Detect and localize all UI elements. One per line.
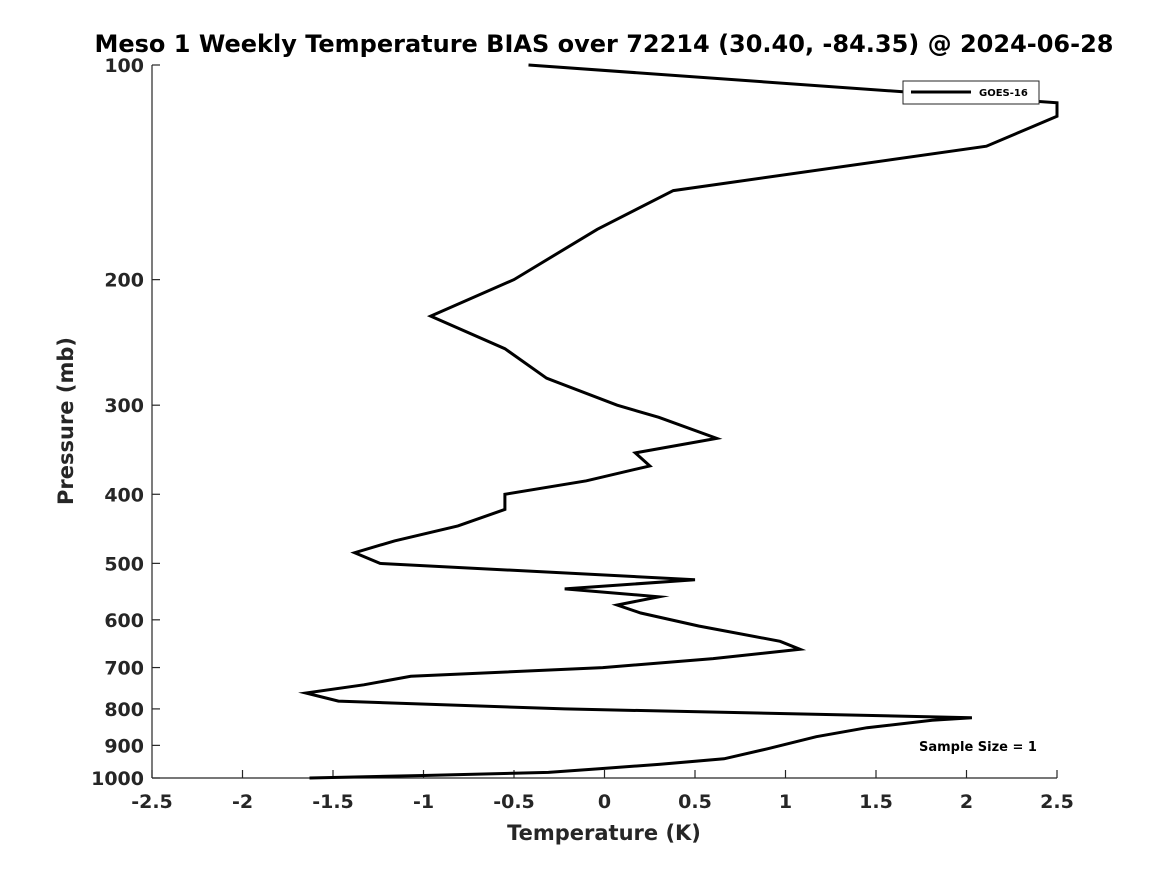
y-tick-label: 700	[104, 658, 144, 680]
data-point	[672, 189, 675, 192]
data-point	[409, 675, 412, 678]
x-tick-label: 2.5	[1040, 791, 1074, 813]
data-point	[308, 777, 311, 780]
data-point	[585, 479, 588, 482]
chart-title: Meso 1 Weekly Temperature BIAS over 7221…	[94, 30, 1113, 58]
data-point	[596, 228, 599, 231]
data-point	[503, 347, 506, 350]
x-tick-label: 2	[960, 791, 973, 813]
x-tick-label: -1.5	[312, 791, 354, 813]
data-point	[304, 692, 307, 695]
x-tick-label: 1.5	[859, 791, 893, 813]
data-point	[563, 707, 566, 710]
data-point	[694, 578, 697, 581]
series-line-goes-16	[298, 63, 1059, 780]
data-point	[503, 508, 506, 511]
data-point	[337, 700, 340, 703]
data-point	[379, 562, 382, 565]
sample-size-annotation: Sample Size = 1	[919, 740, 1037, 755]
data-point	[527, 64, 530, 67]
x-tick-label: -2.5	[131, 791, 173, 813]
plot-axes	[151, 65, 1057, 779]
x-axis-label: Temperature (K)	[507, 821, 701, 845]
data-point	[1056, 101, 1059, 104]
data-point	[393, 539, 396, 542]
x-tick-label: -1	[413, 791, 434, 813]
data-point	[766, 747, 769, 750]
data-point	[648, 464, 651, 467]
data-point	[599, 767, 602, 770]
y-tick-label: 100	[104, 55, 144, 77]
data-point	[616, 404, 619, 407]
data-point	[866, 726, 869, 729]
data-point	[616, 604, 619, 607]
data-point	[715, 437, 718, 440]
y-axis-ticks: 100 200 300 400 500 600 700 800 900 1000	[91, 55, 160, 790]
x-tick-label: 1	[779, 791, 792, 813]
y-tick-label: 500	[104, 553, 144, 575]
y-tick-label: 600	[104, 610, 144, 632]
data-point	[697, 625, 700, 628]
data-point	[362, 683, 365, 686]
data-point	[779, 640, 782, 643]
data-point	[456, 524, 459, 527]
y-tick-label: 1000	[91, 768, 144, 790]
x-tick-label: 0.5	[678, 791, 712, 813]
data-point	[601, 666, 604, 669]
legend-entry-goes-16: GOES-16	[979, 88, 1028, 99]
data-point	[657, 595, 660, 598]
data-point	[503, 493, 506, 496]
data-point	[970, 716, 973, 719]
data-point	[513, 278, 516, 281]
data-point	[799, 648, 802, 651]
data-point	[657, 416, 660, 419]
x-tick-label: -0.5	[493, 791, 535, 813]
data-point	[985, 145, 988, 148]
data-point	[639, 612, 642, 615]
data-point	[723, 757, 726, 760]
data-point	[931, 719, 934, 722]
data-point	[563, 587, 566, 590]
x-tick-label: 0	[598, 791, 611, 813]
series-layer	[298, 63, 1059, 780]
data-point	[545, 377, 548, 380]
data-point	[547, 771, 550, 774]
y-tick-label: 300	[104, 395, 144, 417]
data-point	[353, 551, 356, 554]
data-point	[429, 315, 432, 318]
data-point	[815, 735, 818, 738]
legend: GOES-16	[902, 80, 1040, 105]
y-tick-label: 400	[104, 484, 144, 506]
y-tick-label: 800	[104, 699, 144, 721]
y-axis-label: Pressure (mb)	[54, 337, 78, 505]
data-point	[712, 657, 715, 660]
x-tick-label: -2	[232, 791, 253, 813]
x-axis-ticks: -2.5 -2 -1.5 -1 -0.5 0 0.5 1 1.5 2 2.5	[131, 770, 1074, 813]
data-point	[1056, 115, 1059, 118]
y-tick-label: 900	[104, 735, 144, 757]
data-point	[657, 763, 660, 766]
data-point	[634, 451, 637, 454]
data-point	[422, 774, 425, 777]
y-tick-label: 200	[104, 270, 144, 292]
